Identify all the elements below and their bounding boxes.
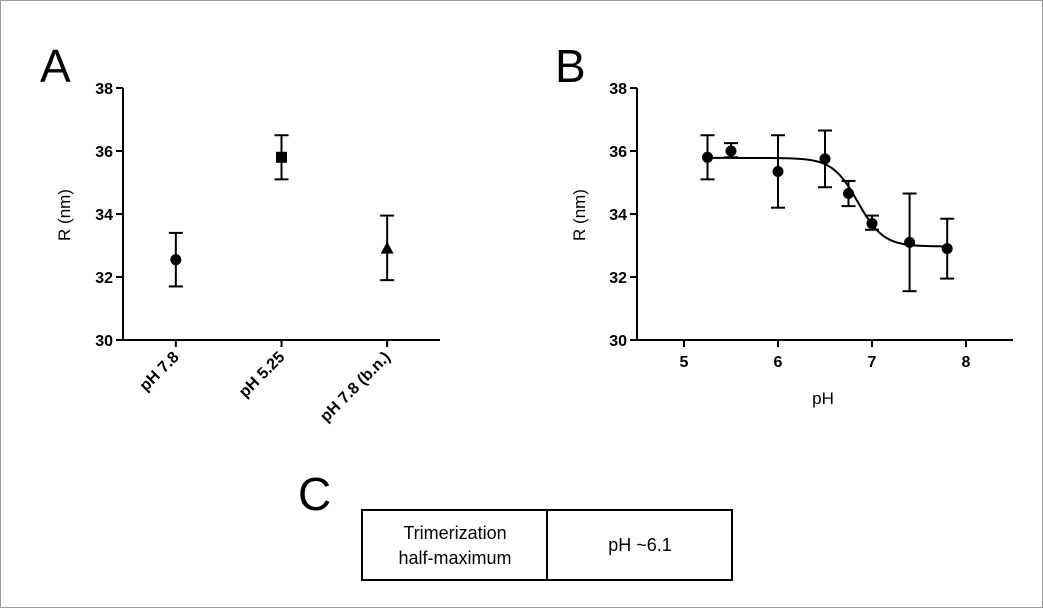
summary-table: Trimerization half-maximum pH ~6.1 [361, 509, 733, 581]
y-tick-label: 36 [609, 144, 627, 161]
y-tick-label: 32 [609, 270, 627, 287]
table-label-line2: half-maximum [398, 548, 511, 568]
chart-a: R (nm) 30 32 34 36 38 pH 7.8 pH 5.25 pH 7.8 (b.… [55, 81, 440, 426]
data-point [380, 241, 394, 254]
x-tick-label: 5 [680, 354, 689, 371]
x-tick-label: pH 5.25 [236, 349, 288, 401]
data-point [866, 217, 878, 229]
y-tick-label: 34 [609, 207, 627, 224]
data-point [904, 236, 916, 248]
chart-a-ylabel: R (nm) [55, 189, 74, 241]
data-point [941, 243, 953, 255]
y-tick-label: 36 [95, 144, 113, 161]
panel-letter-b: B [555, 40, 586, 92]
panel-letter-c: C [298, 468, 331, 520]
x-tick-label: 6 [774, 354, 783, 371]
data-point [170, 254, 182, 266]
data-point [819, 153, 831, 165]
y-tick-label: 38 [609, 81, 627, 98]
y-tick-label: 30 [95, 333, 113, 350]
data-point [772, 165, 784, 177]
x-tick-label: pH 7.8 [137, 349, 183, 395]
y-tick-label: 38 [95, 81, 113, 98]
y-tick-label: 30 [609, 333, 627, 350]
table-label-line1: Trimerization [403, 523, 506, 543]
y-tick-label: 32 [95, 270, 113, 287]
chart-b-ylabel: R (nm) [570, 189, 589, 241]
data-point [725, 145, 737, 157]
data-point [702, 151, 713, 163]
fit-curve [707, 156, 948, 248]
x-tick-label: 8 [962, 354, 971, 371]
panel-letter-a: A [40, 40, 71, 92]
table-value: pH ~6.1 [608, 535, 672, 555]
chart-b-xlabel: pH [812, 389, 834, 408]
y-tick-label: 34 [95, 207, 113, 224]
chart-b: R (nm) pH 30 32 34 36 38 5 6 7 8 [570, 81, 1013, 408]
data-point [276, 151, 287, 163]
x-tick-label: 7 [868, 354, 877, 371]
x-tick-label: pH 7.8 (b.n.) [317, 349, 394, 426]
data-point [843, 188, 854, 200]
